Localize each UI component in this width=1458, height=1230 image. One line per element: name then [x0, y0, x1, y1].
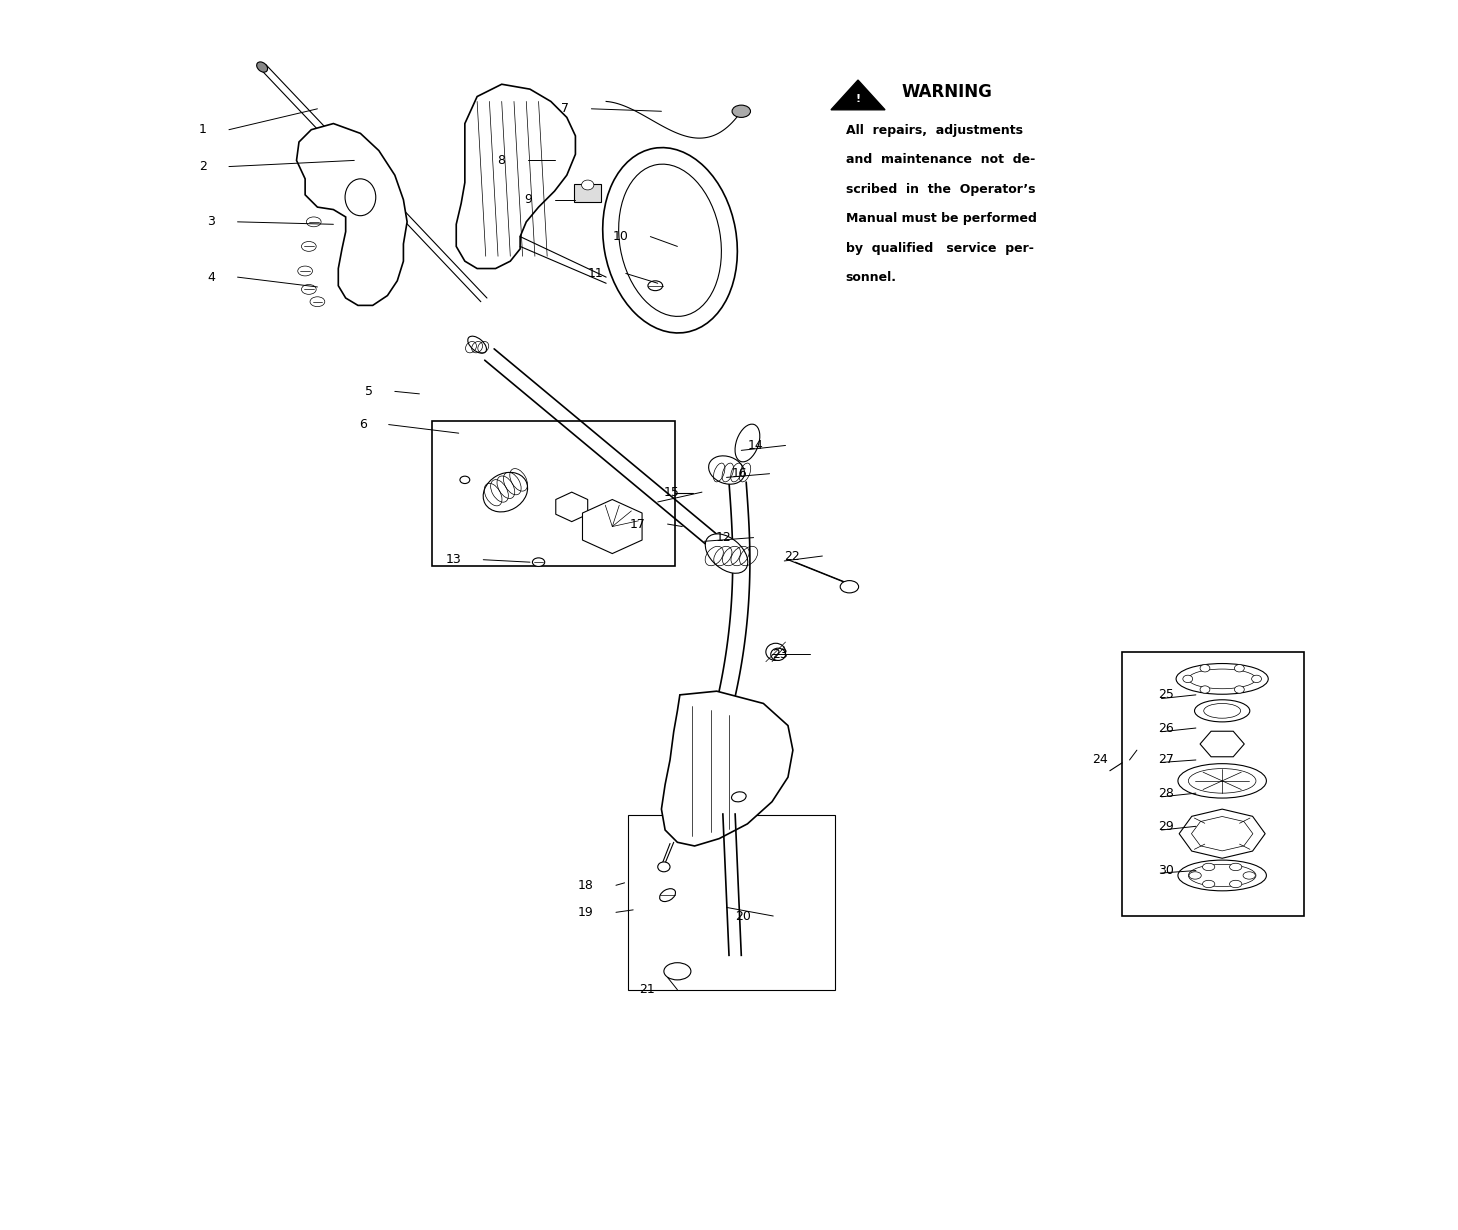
Text: 14: 14: [748, 439, 764, 451]
Ellipse shape: [1188, 669, 1255, 689]
Text: 8: 8: [497, 154, 506, 167]
Text: 10: 10: [612, 230, 628, 244]
Ellipse shape: [1188, 769, 1255, 793]
Polygon shape: [1180, 809, 1266, 859]
Polygon shape: [1191, 817, 1252, 851]
Text: 19: 19: [579, 905, 593, 919]
Text: All  repairs,  adjustments: All repairs, adjustments: [846, 123, 1022, 137]
Ellipse shape: [1194, 700, 1250, 722]
Text: 22: 22: [784, 550, 800, 562]
Text: 24: 24: [1092, 754, 1108, 766]
Ellipse shape: [1188, 872, 1201, 879]
Ellipse shape: [1200, 686, 1210, 694]
Ellipse shape: [1229, 881, 1242, 888]
Polygon shape: [1200, 732, 1244, 756]
Ellipse shape: [257, 62, 268, 73]
Polygon shape: [583, 499, 642, 554]
Text: 6: 6: [359, 418, 366, 430]
Ellipse shape: [706, 534, 748, 573]
Ellipse shape: [297, 266, 312, 276]
Ellipse shape: [732, 792, 746, 802]
Text: 16: 16: [732, 467, 748, 480]
Polygon shape: [831, 80, 885, 109]
Ellipse shape: [1251, 675, 1261, 683]
Ellipse shape: [663, 963, 691, 980]
Bar: [574, 183, 601, 202]
Bar: [432, 421, 675, 566]
Ellipse shape: [582, 180, 593, 189]
Ellipse shape: [1188, 865, 1255, 887]
Text: 1: 1: [198, 123, 207, 137]
Text: 23: 23: [773, 648, 787, 661]
Polygon shape: [456, 84, 576, 268]
Text: Manual must be performed: Manual must be performed: [846, 212, 1037, 225]
Text: 12: 12: [716, 531, 732, 544]
Text: 5: 5: [364, 385, 373, 397]
Ellipse shape: [459, 476, 469, 483]
Ellipse shape: [765, 643, 786, 661]
Ellipse shape: [647, 280, 662, 290]
Ellipse shape: [302, 241, 316, 251]
Text: 25: 25: [1158, 689, 1174, 701]
Text: and  maintenance  not  de-: and maintenance not de-: [846, 153, 1035, 166]
Ellipse shape: [1203, 881, 1215, 888]
Ellipse shape: [483, 472, 528, 512]
Ellipse shape: [735, 424, 760, 461]
Ellipse shape: [532, 558, 545, 567]
Bar: [628, 815, 834, 990]
Text: 30: 30: [1158, 863, 1174, 877]
Text: 11: 11: [588, 267, 604, 280]
Ellipse shape: [311, 296, 325, 306]
Text: WARNING: WARNING: [901, 82, 991, 101]
Ellipse shape: [1235, 664, 1244, 672]
Ellipse shape: [302, 284, 316, 294]
Ellipse shape: [658, 862, 671, 872]
Text: 29: 29: [1158, 820, 1174, 833]
Ellipse shape: [840, 581, 859, 593]
Text: !: !: [856, 93, 860, 105]
Text: sonnel.: sonnel.: [846, 271, 897, 284]
Text: 7: 7: [561, 102, 569, 116]
Text: 26: 26: [1158, 722, 1174, 734]
Text: scribed  in  the  Operator’s: scribed in the Operator’s: [846, 182, 1035, 196]
Ellipse shape: [771, 648, 786, 661]
Ellipse shape: [306, 216, 321, 226]
Ellipse shape: [602, 148, 738, 333]
Ellipse shape: [1178, 860, 1267, 891]
Ellipse shape: [1200, 664, 1210, 672]
Polygon shape: [662, 691, 793, 846]
Ellipse shape: [1177, 663, 1268, 694]
Text: by  qualified   service  per-: by qualified service per-: [846, 241, 1034, 255]
Text: 18: 18: [577, 878, 593, 892]
Ellipse shape: [618, 164, 722, 316]
Ellipse shape: [659, 889, 675, 902]
Ellipse shape: [732, 105, 751, 117]
Text: 15: 15: [663, 486, 679, 498]
Ellipse shape: [1244, 872, 1255, 879]
Ellipse shape: [468, 336, 487, 353]
Ellipse shape: [1182, 675, 1193, 683]
Ellipse shape: [1203, 863, 1215, 871]
Ellipse shape: [1229, 863, 1242, 871]
Text: 17: 17: [630, 518, 646, 530]
Text: 4: 4: [207, 271, 216, 284]
Text: 28: 28: [1158, 787, 1174, 800]
Text: 3: 3: [207, 215, 216, 229]
Text: 13: 13: [445, 554, 461, 566]
Ellipse shape: [709, 456, 745, 485]
Text: 20: 20: [735, 909, 751, 922]
Polygon shape: [555, 492, 588, 522]
Text: 2: 2: [198, 160, 207, 173]
Text: 9: 9: [525, 193, 532, 207]
Ellipse shape: [1235, 686, 1244, 694]
Bar: [1123, 652, 1303, 916]
Ellipse shape: [1178, 764, 1267, 798]
Text: 27: 27: [1158, 754, 1174, 766]
Polygon shape: [296, 123, 407, 305]
Text: 21: 21: [640, 983, 655, 996]
Ellipse shape: [1204, 704, 1241, 718]
